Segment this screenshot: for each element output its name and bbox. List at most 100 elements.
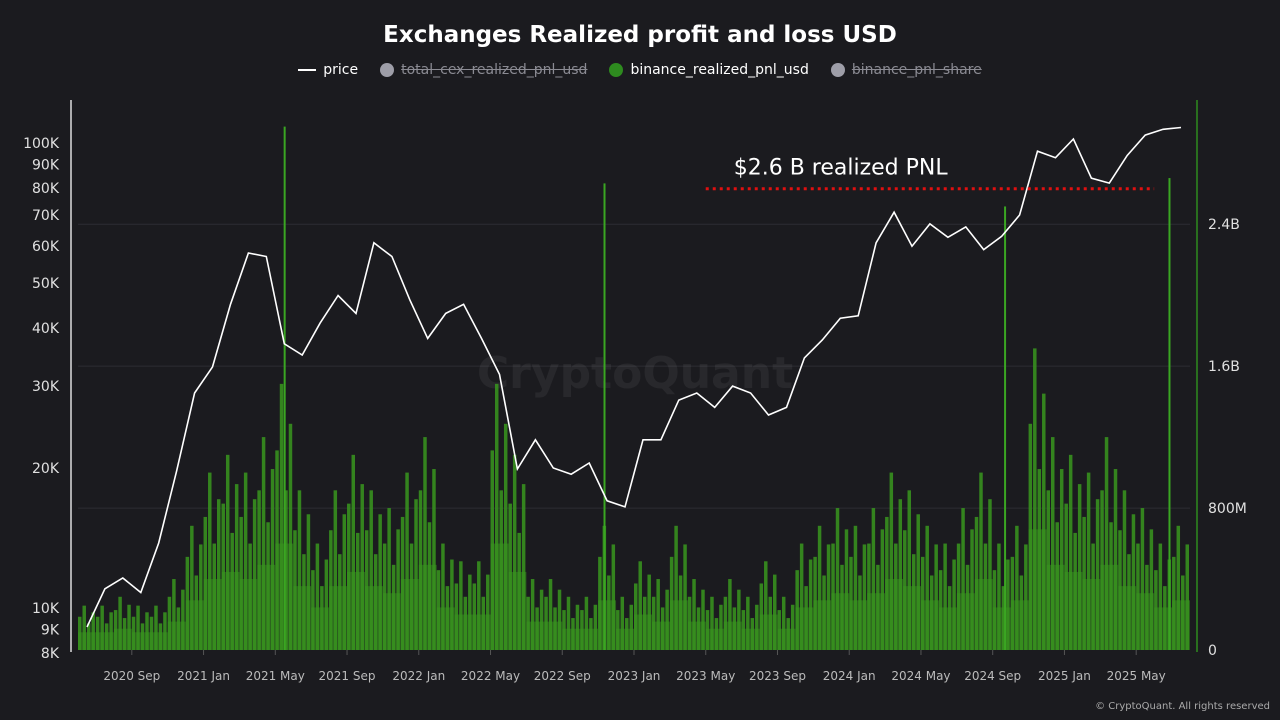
pnl-bar xyxy=(82,605,86,650)
pnl-bar xyxy=(988,499,992,650)
pnl-bar xyxy=(853,525,858,650)
pnl-bar xyxy=(696,607,701,650)
pnl-bar xyxy=(172,579,176,650)
legend-item-total-cex[interactable]: total_cex_realized_pnl_usd xyxy=(380,62,587,78)
pnl-bar xyxy=(297,490,302,650)
pnl-bar xyxy=(158,623,163,650)
pnl-bar xyxy=(598,556,602,650)
pnl-bar xyxy=(495,383,499,650)
pnl-bar xyxy=(217,499,221,650)
pnl-bar xyxy=(530,579,535,650)
legend-label: binance_realized_pnl_usd xyxy=(630,62,809,78)
right-tick-label: 1.6B xyxy=(1208,359,1240,375)
pnl-bar xyxy=(86,623,91,650)
pnl-bar xyxy=(414,499,418,650)
pnl-bar xyxy=(983,543,988,650)
left-tick-label: 40K xyxy=(32,321,60,337)
pnl-bar xyxy=(450,559,454,650)
copyright: © CryptoQuant. All rights reserved xyxy=(1095,701,1270,712)
pnl-bar xyxy=(907,490,911,650)
dot-swatch-icon xyxy=(830,63,845,77)
pnl-bar xyxy=(562,610,566,650)
pnl-bar xyxy=(1185,544,1189,650)
pnl-bar xyxy=(665,589,669,650)
pnl-bar xyxy=(118,596,122,650)
pnl-bar xyxy=(203,516,208,650)
pnl-bar xyxy=(279,383,284,650)
pnl-bar xyxy=(593,604,598,650)
pnl-bar xyxy=(732,607,737,650)
pnl-bar xyxy=(373,554,378,650)
pnl-bar xyxy=(642,596,647,650)
pnl-bar xyxy=(288,423,293,650)
pnl-bar xyxy=(427,522,432,650)
pnl-bar xyxy=(1046,490,1050,650)
pnl-bar xyxy=(934,544,938,650)
pnl-bar xyxy=(230,532,234,650)
pnl-bar xyxy=(95,616,100,650)
pnl-bar xyxy=(1131,514,1136,650)
pnl-bar xyxy=(481,596,486,650)
pnl-bar xyxy=(239,516,243,650)
legend-item-price[interactable]: price xyxy=(298,62,358,78)
pnl-bar xyxy=(656,579,660,650)
pnl-bar xyxy=(634,583,638,650)
pnl-bar xyxy=(104,623,109,650)
pnl-bar xyxy=(176,607,181,650)
pnl-bar xyxy=(306,514,311,650)
pnl-bar xyxy=(212,543,216,650)
pnl-bar xyxy=(647,574,651,650)
pnl-bar xyxy=(584,596,589,650)
pnl-bar xyxy=(678,575,683,650)
pnl-bar xyxy=(880,529,885,650)
pnl-bar xyxy=(759,583,764,650)
pnl-bar xyxy=(912,554,916,650)
pnl-bar xyxy=(625,618,629,650)
pnl-bar xyxy=(894,543,898,650)
pnl-bar xyxy=(1001,586,1006,650)
pnl-bar xyxy=(248,543,252,650)
pnl-bar xyxy=(728,579,732,650)
pnl-bar xyxy=(813,556,817,650)
pnl-bar xyxy=(1037,469,1042,650)
pnl-bar xyxy=(270,469,275,650)
pnl-bar xyxy=(243,472,248,650)
pnl-bar xyxy=(320,586,324,650)
pnl-bar xyxy=(737,589,741,650)
pnl-bar xyxy=(1073,532,1077,650)
price-line xyxy=(86,126,1182,628)
pnl-bar xyxy=(974,516,979,650)
pnl-bar xyxy=(351,454,355,650)
pnl-spike-bar xyxy=(1168,178,1171,650)
pnl-bar xyxy=(750,618,755,650)
legend-item-binance-pnl[interactable]: binance_realized_pnl_usd xyxy=(609,62,809,78)
pnl-bar xyxy=(503,423,508,650)
pnl-bar xyxy=(194,575,199,650)
pnl-bar xyxy=(257,490,261,650)
right-tick-label: 2.4B xyxy=(1208,217,1240,233)
legend-label: price xyxy=(323,62,359,78)
pnl-bar xyxy=(113,610,118,650)
pnl-bar xyxy=(849,556,853,650)
pnl-bar xyxy=(835,508,840,650)
pnl-bar xyxy=(1091,543,1095,650)
pnl-bar xyxy=(970,529,974,650)
pnl-bar xyxy=(1122,490,1127,650)
pnl-bar xyxy=(719,604,723,650)
pnl-bar xyxy=(181,589,185,650)
pnl-bar xyxy=(925,525,929,650)
dot-swatch-icon xyxy=(609,63,624,77)
pnl-bar xyxy=(333,490,338,650)
legend-item-binance-share[interactable]: binance_pnl_share xyxy=(830,62,982,78)
pnl-bar xyxy=(1172,556,1176,650)
x-tick-label: 2022 May xyxy=(461,669,520,683)
pnl-bar xyxy=(539,589,544,650)
pnl-bar xyxy=(378,514,382,650)
pnl-bar xyxy=(261,437,266,650)
pnl-bar xyxy=(607,575,611,650)
pnl-bar xyxy=(1015,525,1019,650)
pnl-bar xyxy=(1068,454,1073,650)
pnl-bar xyxy=(777,610,781,650)
pnl-bar xyxy=(1010,556,1015,650)
pnl-bar xyxy=(1136,543,1140,650)
